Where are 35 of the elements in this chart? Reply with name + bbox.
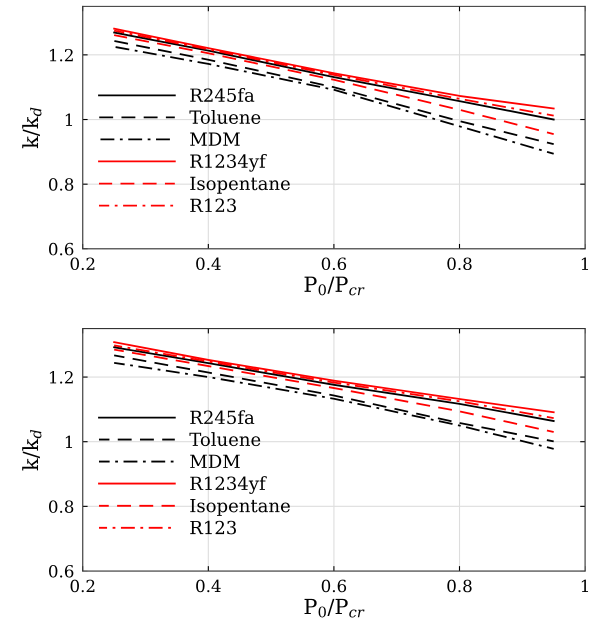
x-tick-label: 0.4 [196, 580, 221, 592]
x-axis-title: P$_{0}$/P$_{cr}$ [304, 598, 365, 618]
legend-label: R123 [190, 520, 236, 534]
legend-label: R123 [190, 198, 236, 212]
y-tick-label: 0.6 [49, 242, 74, 256]
x-tick-label: 0.6 [322, 257, 346, 270]
x-tick-label: 0.2 [70, 580, 94, 592]
x-tick-label: 1 [582, 257, 588, 270]
legend-label: Toluene [189, 432, 260, 446]
y-tick-label: 0.8 [49, 178, 74, 191]
y-tick-label: 0.8 [49, 500, 74, 513]
legend-label: MDM [190, 132, 240, 146]
y-tick-label: 0.6 [49, 564, 74, 578]
x-tick-label: 0.8 [447, 257, 472, 270]
y-tick-label: 1.2 [50, 371, 73, 384]
legend-label: R245fa [190, 410, 254, 424]
legend-label: R1234yf [190, 154, 267, 172]
y-tick-label: 1 [66, 436, 72, 448]
y-tick-label: 1 [66, 113, 72, 126]
x-tick-label: 1 [582, 580, 588, 592]
y-axis-title: k/k$_{d}$ [22, 430, 42, 470]
line-series [113, 348, 555, 433]
legend-label: R245fa [190, 88, 254, 102]
legend-label: Isopentane [190, 498, 290, 516]
legend-label: R1234yf [190, 476, 267, 494]
x-tick-label: 0.6 [322, 580, 346, 592]
legend-label: Isopentane [190, 176, 290, 194]
x-tick-label: 0.4 [196, 257, 221, 270]
legend-label: Toluene [189, 110, 260, 124]
x-tick-label: 0.8 [447, 580, 472, 592]
x-tick-label: 0.2 [70, 257, 94, 270]
legend-label: MDM [190, 454, 240, 468]
y-axis-title: k/k$_{d}$ [22, 108, 42, 148]
x-axis-title: P$_{0}$/P$_{cr}$ [304, 276, 365, 296]
y-tick-label: 1.2 [50, 48, 73, 62]
